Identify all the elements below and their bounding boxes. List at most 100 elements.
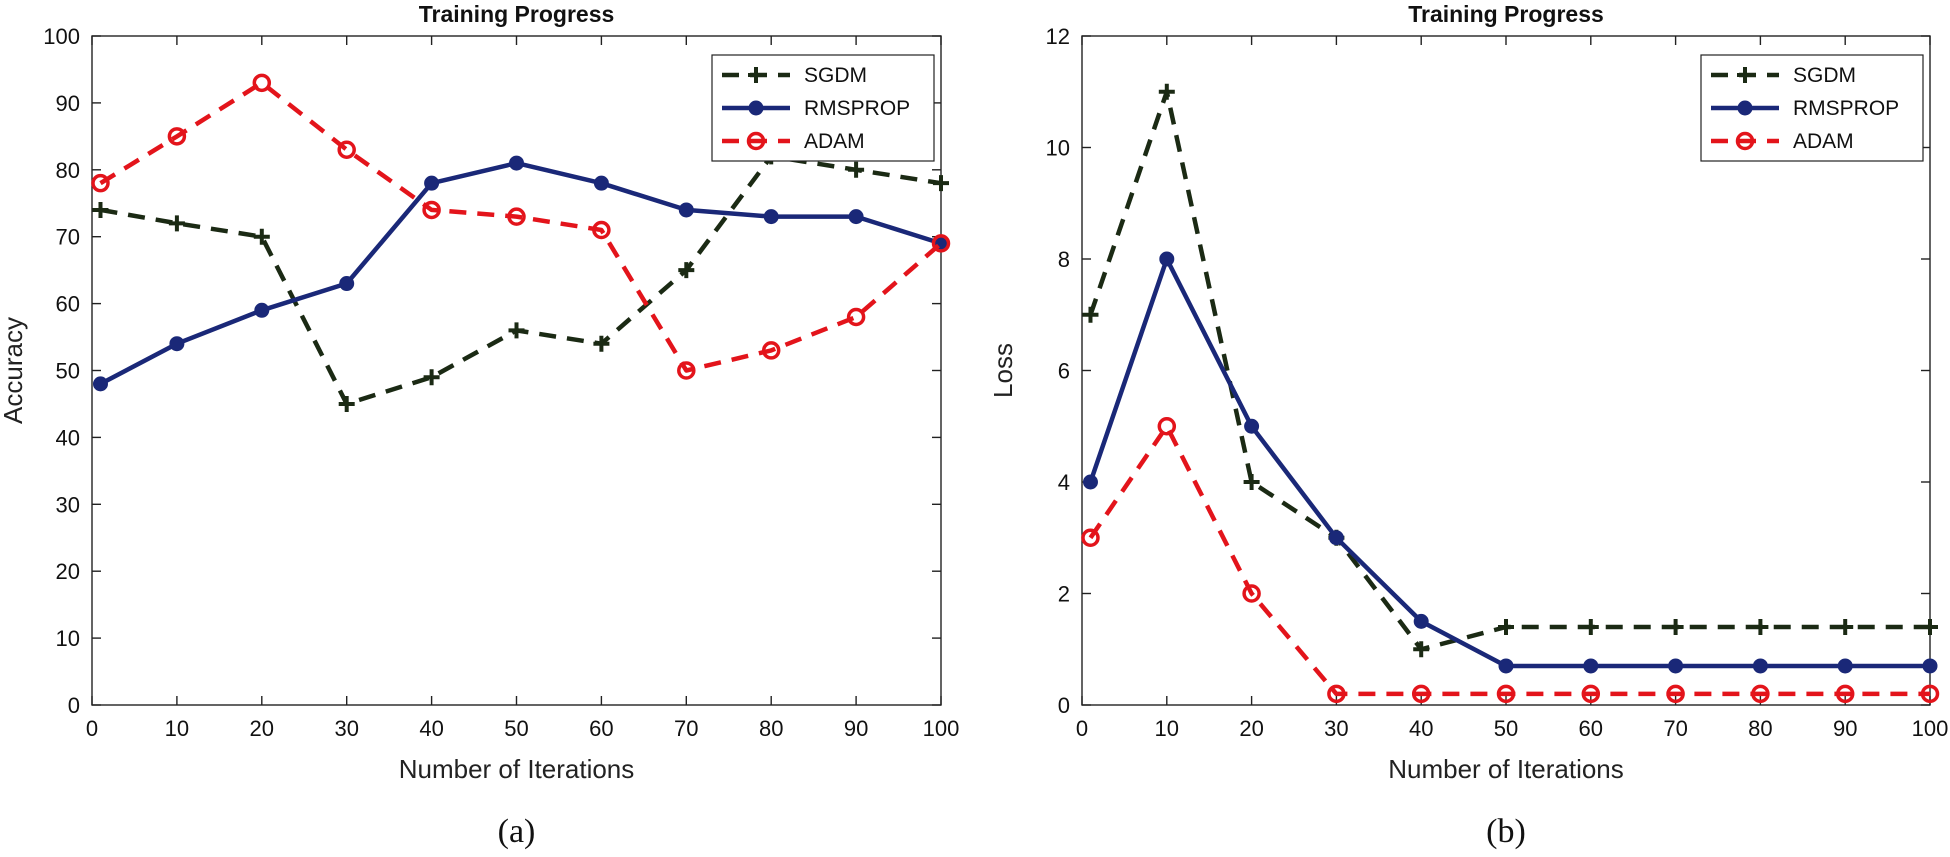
y-tick-label: 60 xyxy=(56,292,80,317)
y-tick-label: 12 xyxy=(1046,24,1070,49)
y-tick-label: 0 xyxy=(1058,693,1070,718)
data-point xyxy=(593,335,610,352)
data-point xyxy=(169,336,185,352)
x-tick-label: 90 xyxy=(1833,716,1857,741)
data-point xyxy=(253,228,270,245)
series-adam xyxy=(1081,417,1940,704)
legend-label: RMSPROP xyxy=(804,97,910,120)
data-point xyxy=(846,307,866,327)
x-axis-label: Number of Iterations xyxy=(399,754,635,784)
x-tick-label: 50 xyxy=(1494,716,1518,741)
data-point xyxy=(1922,618,1938,635)
chart-title: Training Progress xyxy=(1408,1,1604,27)
legend-item-adam: ADAM xyxy=(722,130,865,153)
data-point xyxy=(1582,618,1599,635)
data-point xyxy=(848,209,864,225)
data-point xyxy=(678,202,694,218)
y-tick-label: 4 xyxy=(1058,470,1070,495)
legend-marker xyxy=(748,100,764,116)
legend-label: RMSPROP xyxy=(1793,97,1899,120)
legend-label: ADAM xyxy=(1793,130,1854,153)
data-point xyxy=(1751,684,1770,704)
legend: SGDM RMSPROP ADAM xyxy=(711,54,935,162)
x-tick-label: 60 xyxy=(589,716,613,741)
data-point xyxy=(424,175,440,191)
y-tick-label: 10 xyxy=(1046,136,1070,161)
data-point xyxy=(1328,530,1344,546)
chart-title: Training Progress xyxy=(419,1,615,27)
x-tick-label: 100 xyxy=(1912,716,1949,741)
y-tick-label: 50 xyxy=(56,359,80,384)
x-tick-label: 40 xyxy=(1409,716,1433,741)
y-tick-label: 6 xyxy=(1058,359,1070,384)
x-tick-label: 10 xyxy=(1155,716,1179,741)
data-point xyxy=(337,140,356,159)
x-tick-label: 100 xyxy=(923,716,960,741)
data-point xyxy=(1157,417,1177,436)
data-point xyxy=(1082,306,1099,323)
data-point xyxy=(339,276,355,292)
legend-label: SGDM xyxy=(804,64,867,87)
data-point xyxy=(1752,658,1768,674)
x-tick-label: 10 xyxy=(165,716,189,741)
x-axis-label: Number of Iterations xyxy=(1388,754,1624,784)
data-point xyxy=(507,207,526,226)
x-tick-label: 90 xyxy=(844,716,868,741)
series-line xyxy=(99,80,943,373)
data-point xyxy=(1920,684,1940,704)
data-point xyxy=(1242,584,1261,603)
data-point xyxy=(677,361,696,380)
data-point xyxy=(933,175,949,192)
data-point xyxy=(1668,658,1684,674)
legend-marker xyxy=(1735,131,1755,151)
y-tick-label: 90 xyxy=(56,91,80,116)
data-point xyxy=(678,262,695,279)
legend: SGDM RMSPROP ADAM xyxy=(1700,54,1924,162)
y-axis-label: Accuracy xyxy=(0,317,28,424)
y-tick-label: 10 xyxy=(56,626,80,651)
data-point xyxy=(509,155,524,171)
data-point xyxy=(1081,528,1100,547)
data-point xyxy=(91,173,110,193)
data-point xyxy=(1581,684,1601,704)
data-point xyxy=(1837,658,1853,674)
chart-loss: Training Progress 0 10 20 30 40 50 60 70 80 90 100 0… xyxy=(988,1,1948,850)
data-point xyxy=(422,200,441,220)
legend-item-sgdm: SGDM xyxy=(722,64,867,87)
data-point xyxy=(1922,658,1938,674)
data-point xyxy=(1411,684,1431,704)
data-point xyxy=(931,234,951,253)
x-tick-label: 70 xyxy=(674,716,698,741)
x-tick-label: 30 xyxy=(334,716,358,741)
data-point xyxy=(1666,684,1685,704)
y-tick-label: 0 xyxy=(68,693,80,718)
y-tick-label: 70 xyxy=(56,225,80,250)
series-line xyxy=(1088,424,1930,697)
legend-marker xyxy=(1737,100,1753,116)
x-tick-label: 20 xyxy=(250,716,274,741)
data-point xyxy=(1159,251,1175,267)
y-tick-label: 100 xyxy=(43,24,80,49)
data-point xyxy=(1327,684,1346,704)
x-tick-label: 0 xyxy=(1076,716,1088,741)
x-tick-label: 40 xyxy=(419,716,443,741)
data-point xyxy=(1244,418,1260,434)
data-point xyxy=(423,369,440,386)
series-adam xyxy=(91,73,951,380)
legend-marker xyxy=(746,131,766,151)
data-point xyxy=(1496,684,1516,704)
legend-marker xyxy=(1737,67,1753,83)
y-tick-label: 8 xyxy=(1058,247,1070,272)
data-point xyxy=(761,341,781,360)
data-point xyxy=(338,395,355,412)
data-point xyxy=(254,302,270,318)
x-tick-label: 80 xyxy=(759,716,783,741)
data-point xyxy=(1498,658,1514,674)
data-point xyxy=(1837,618,1854,635)
x-tick-label: 30 xyxy=(1324,716,1348,741)
legend-marker xyxy=(748,67,764,83)
data-point xyxy=(1667,618,1684,635)
x-tick-label: 60 xyxy=(1579,716,1603,741)
y-tick-label: 20 xyxy=(56,559,80,584)
